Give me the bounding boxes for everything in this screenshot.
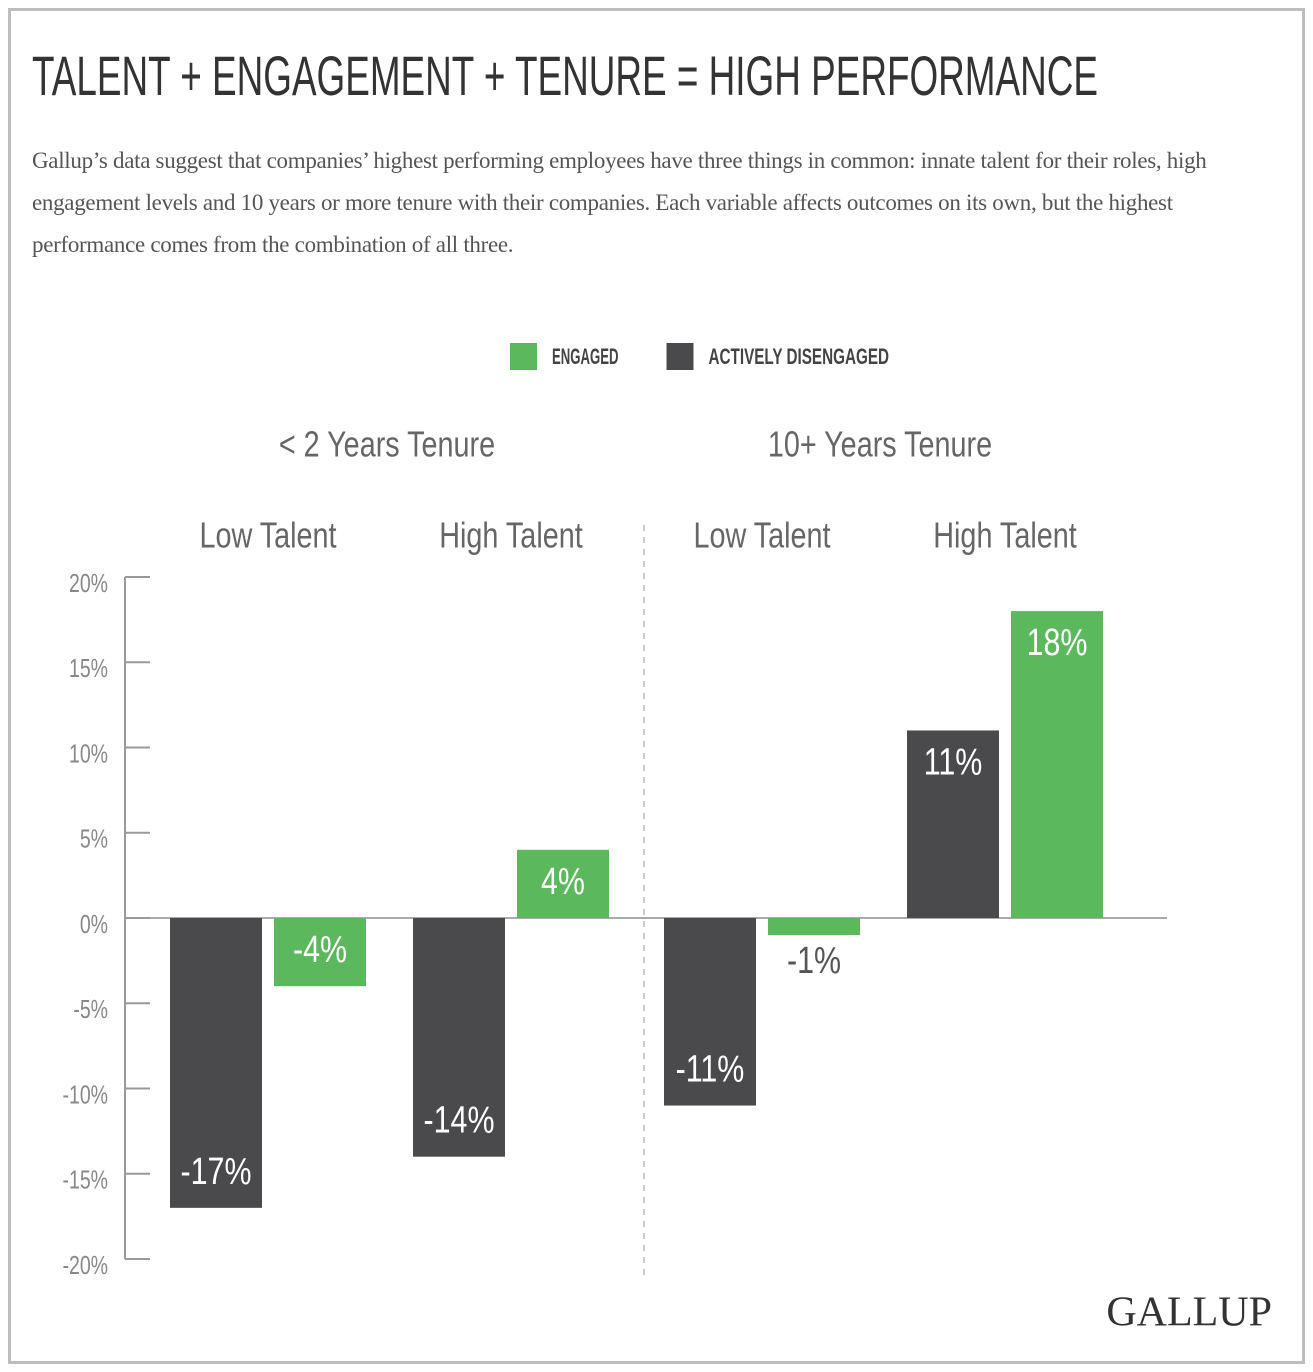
value-label: -1%	[787, 940, 841, 982]
value-label: -11%	[676, 1048, 745, 1090]
subtitle: Gallup’s data suggest that companies’ hi…	[32, 148, 1207, 257]
y-tick-label: -10%	[62, 1080, 108, 1109]
y-tick-label: 5%	[80, 824, 108, 853]
bar	[413, 918, 505, 1157]
group-label: 10+ Years Tenure	[768, 423, 992, 464]
legend-swatch	[666, 343, 694, 370]
source: GALLUP	[1106, 1290, 1272, 1336]
y-tick-label: 15%	[69, 653, 108, 682]
group-label: < 2 Years Tenure	[279, 423, 495, 464]
y-tick-label: -15%	[62, 1165, 108, 1194]
y-tick-label: 10%	[69, 739, 108, 768]
bar	[664, 918, 756, 1106]
value-label: -17%	[181, 1151, 252, 1193]
x-tick-label: High Talent	[439, 514, 582, 555]
value-label: -14%	[424, 1100, 495, 1142]
legend-label: ENGAGED	[552, 344, 619, 369]
chart-title: TALENT + ENGAGEMENT + TENURE = HIGH PERF…	[32, 44, 1098, 107]
value-label: 4%	[541, 861, 585, 903]
x-tick-label: Low Talent	[199, 514, 336, 555]
y-tick-label: -20%	[62, 1250, 108, 1279]
legend-swatch	[510, 343, 537, 370]
bar	[517, 849, 609, 918]
x-tick-label: Low Talent	[693, 514, 830, 555]
y-tick-label: 0%	[80, 909, 108, 938]
value-label: 11%	[924, 741, 983, 783]
bar	[1011, 611, 1103, 918]
bar	[907, 730, 999, 918]
legend-label: ACTIVELY DISENGAGED	[709, 344, 890, 369]
bar	[170, 918, 262, 1208]
value-label: -4%	[293, 929, 347, 971]
y-tick-label: -5%	[73, 994, 108, 1023]
bar	[274, 918, 366, 987]
y-tick-label: 20%	[69, 568, 108, 597]
frame	[8, 8, 1305, 1364]
value-label: 18%	[1027, 622, 1088, 664]
x-tick-label: High Talent	[933, 514, 1076, 555]
bar	[768, 918, 860, 936]
